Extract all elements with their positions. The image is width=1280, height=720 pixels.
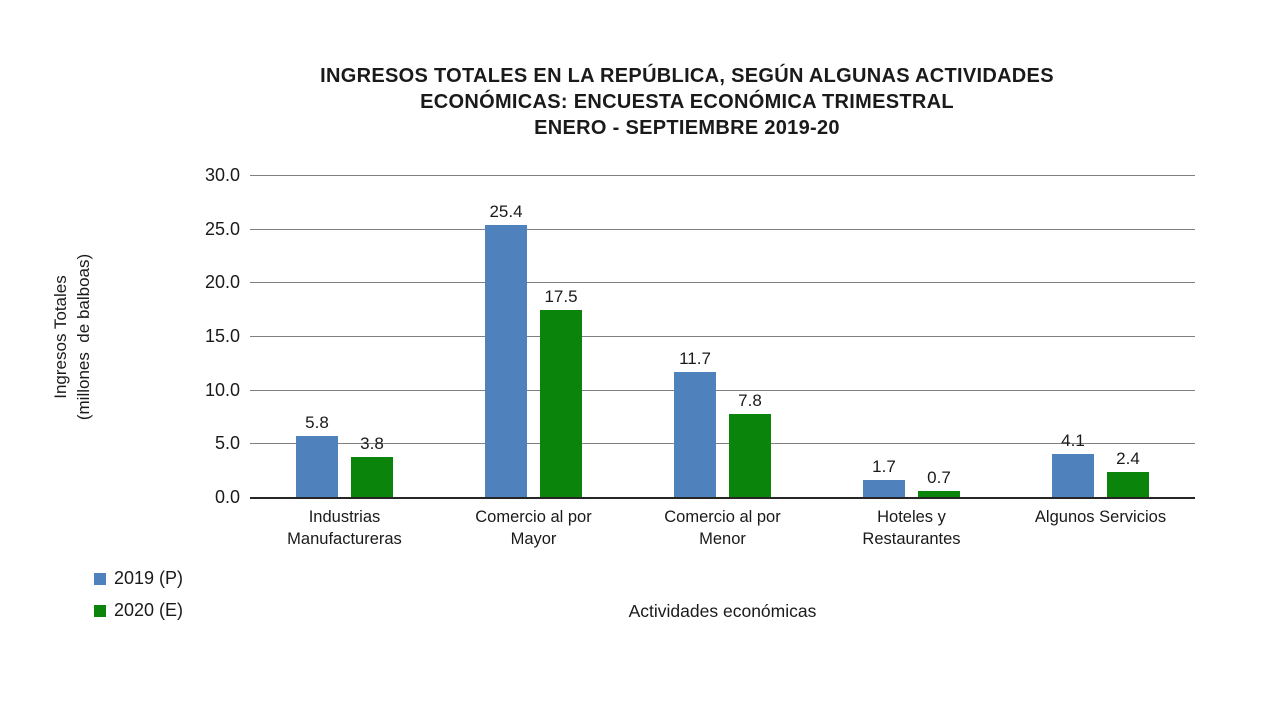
- gridline: [250, 443, 1195, 445]
- category-label: Industrias Manufactureras: [287, 508, 402, 548]
- bar-2019-p: 4.1: [1052, 431, 1094, 498]
- chart-title-line3: ENERO - SEPTIEMBRE 2019-20: [534, 117, 840, 139]
- legend-item: 2020 (E): [94, 600, 183, 621]
- bar-2019-p: 25.4: [485, 202, 527, 498]
- bar-2020-e: 0.7: [918, 468, 960, 498]
- chart-title-line2: ECONÓMICAS: ENCUESTA ECONÓMICA TRIMESTRA…: [420, 91, 954, 113]
- bar-2019-p: 11.7: [674, 349, 716, 498]
- bar-2019-p: 1.7: [863, 457, 905, 498]
- y-tick-label: 25.0: [204, 218, 240, 239]
- bar-2019-p: 5.8: [296, 413, 338, 498]
- category-axis-labels: Industrias Manufactureras Comercio al por…: [250, 506, 1195, 550]
- y-axis-tick-labels: 0.0 5.0 10.0 15.0 20.0 25.0 30.0: [150, 165, 240, 507]
- gridline: [250, 175, 1195, 176]
- bar-groups: 5.8 3.8 25.4 17.5 11.7 7.8 1.7 0.7 4.1 2.4: [250, 176, 1195, 498]
- y-tick-label: 0.0: [214, 487, 240, 507]
- category-label: Comercio al por Mayor: [475, 508, 592, 548]
- legend-label: 2020 (E): [114, 600, 184, 620]
- legend-label: 2019 (P): [114, 568, 184, 588]
- bar-2020-e: 3.8: [351, 434, 393, 498]
- x-axis-line: [250, 497, 1195, 499]
- legend-swatch-icon: [94, 572, 106, 585]
- chart-title-line1: INGRESOS TOTALES EN LA REPÚBLICA, SEGÚN …: [320, 65, 1054, 87]
- y-tick-label: 30.0: [204, 165, 240, 185]
- bar-value-label: 11.7: [679, 349, 711, 369]
- chart-title: INGRESOS TOTALES EN LA REPÚBLICA, SEGÚN …: [94, 63, 1280, 141]
- y-tick-label: 5.0: [214, 433, 240, 454]
- category-label: Algunos Servicios: [1034, 508, 1167, 526]
- bar-value-label: 3.8: [360, 434, 384, 454]
- bar-value-label: 2.4: [1116, 449, 1140, 469]
- bar-2020-e: 2.4: [1107, 449, 1149, 498]
- bar-value-label: 4.1: [1061, 431, 1085, 450]
- plot-area: 5.8 3.8 25.4 17.5 11.7 7.8 1.7 0.7 4.1 2.4: [250, 175, 1195, 499]
- bar-value-label: 0.7: [927, 467, 951, 487]
- x-axis-title: Actividades económicas: [628, 601, 817, 621]
- bar-group: 1.7 0.7: [817, 176, 1006, 498]
- legend-swatch-icon: [94, 604, 106, 617]
- bar-value-label: 1.7: [872, 456, 896, 476]
- bar-value-label: 7.8: [738, 391, 762, 411]
- category-label: Comercio al por Menor: [664, 508, 781, 548]
- gridline: [250, 336, 1195, 337]
- y-tick-label: 15.0: [204, 326, 240, 346]
- y-axis-title-line1: Ingresos Totales: [51, 275, 70, 399]
- y-tick-label: 20.0: [204, 272, 240, 293]
- gridline: [250, 282, 1195, 284]
- y-axis-title-line2: (millones de balboas): [74, 253, 93, 421]
- bar-2020-e: 17.5: [540, 287, 582, 498]
- bar-group: 5.8 3.8: [250, 176, 439, 498]
- y-tick-label: 10.0: [204, 379, 240, 400]
- bar-group: 25.4 17.5: [439, 176, 628, 498]
- category-label: Hoteles y Restaurantes: [862, 508, 961, 548]
- gridline: [250, 228, 1195, 230]
- bar-group: 4.1 2.4: [1006, 176, 1195, 498]
- legend-item: 2019 (P): [94, 568, 183, 589]
- bar-value-label: 17.5: [544, 287, 578, 307]
- y-axis-title: Ingresos Totales (millones de balboas): [40, 176, 104, 498]
- legend: 2019 (P) 2020 (E): [94, 568, 183, 632]
- bar-2020-e: 7.8: [729, 391, 771, 498]
- bar-value-label: 5.8: [305, 412, 329, 432]
- bar-group: 11.7 7.8: [628, 176, 817, 498]
- gridline: [250, 389, 1195, 391]
- bar-value-label: 25.4: [489, 202, 523, 222]
